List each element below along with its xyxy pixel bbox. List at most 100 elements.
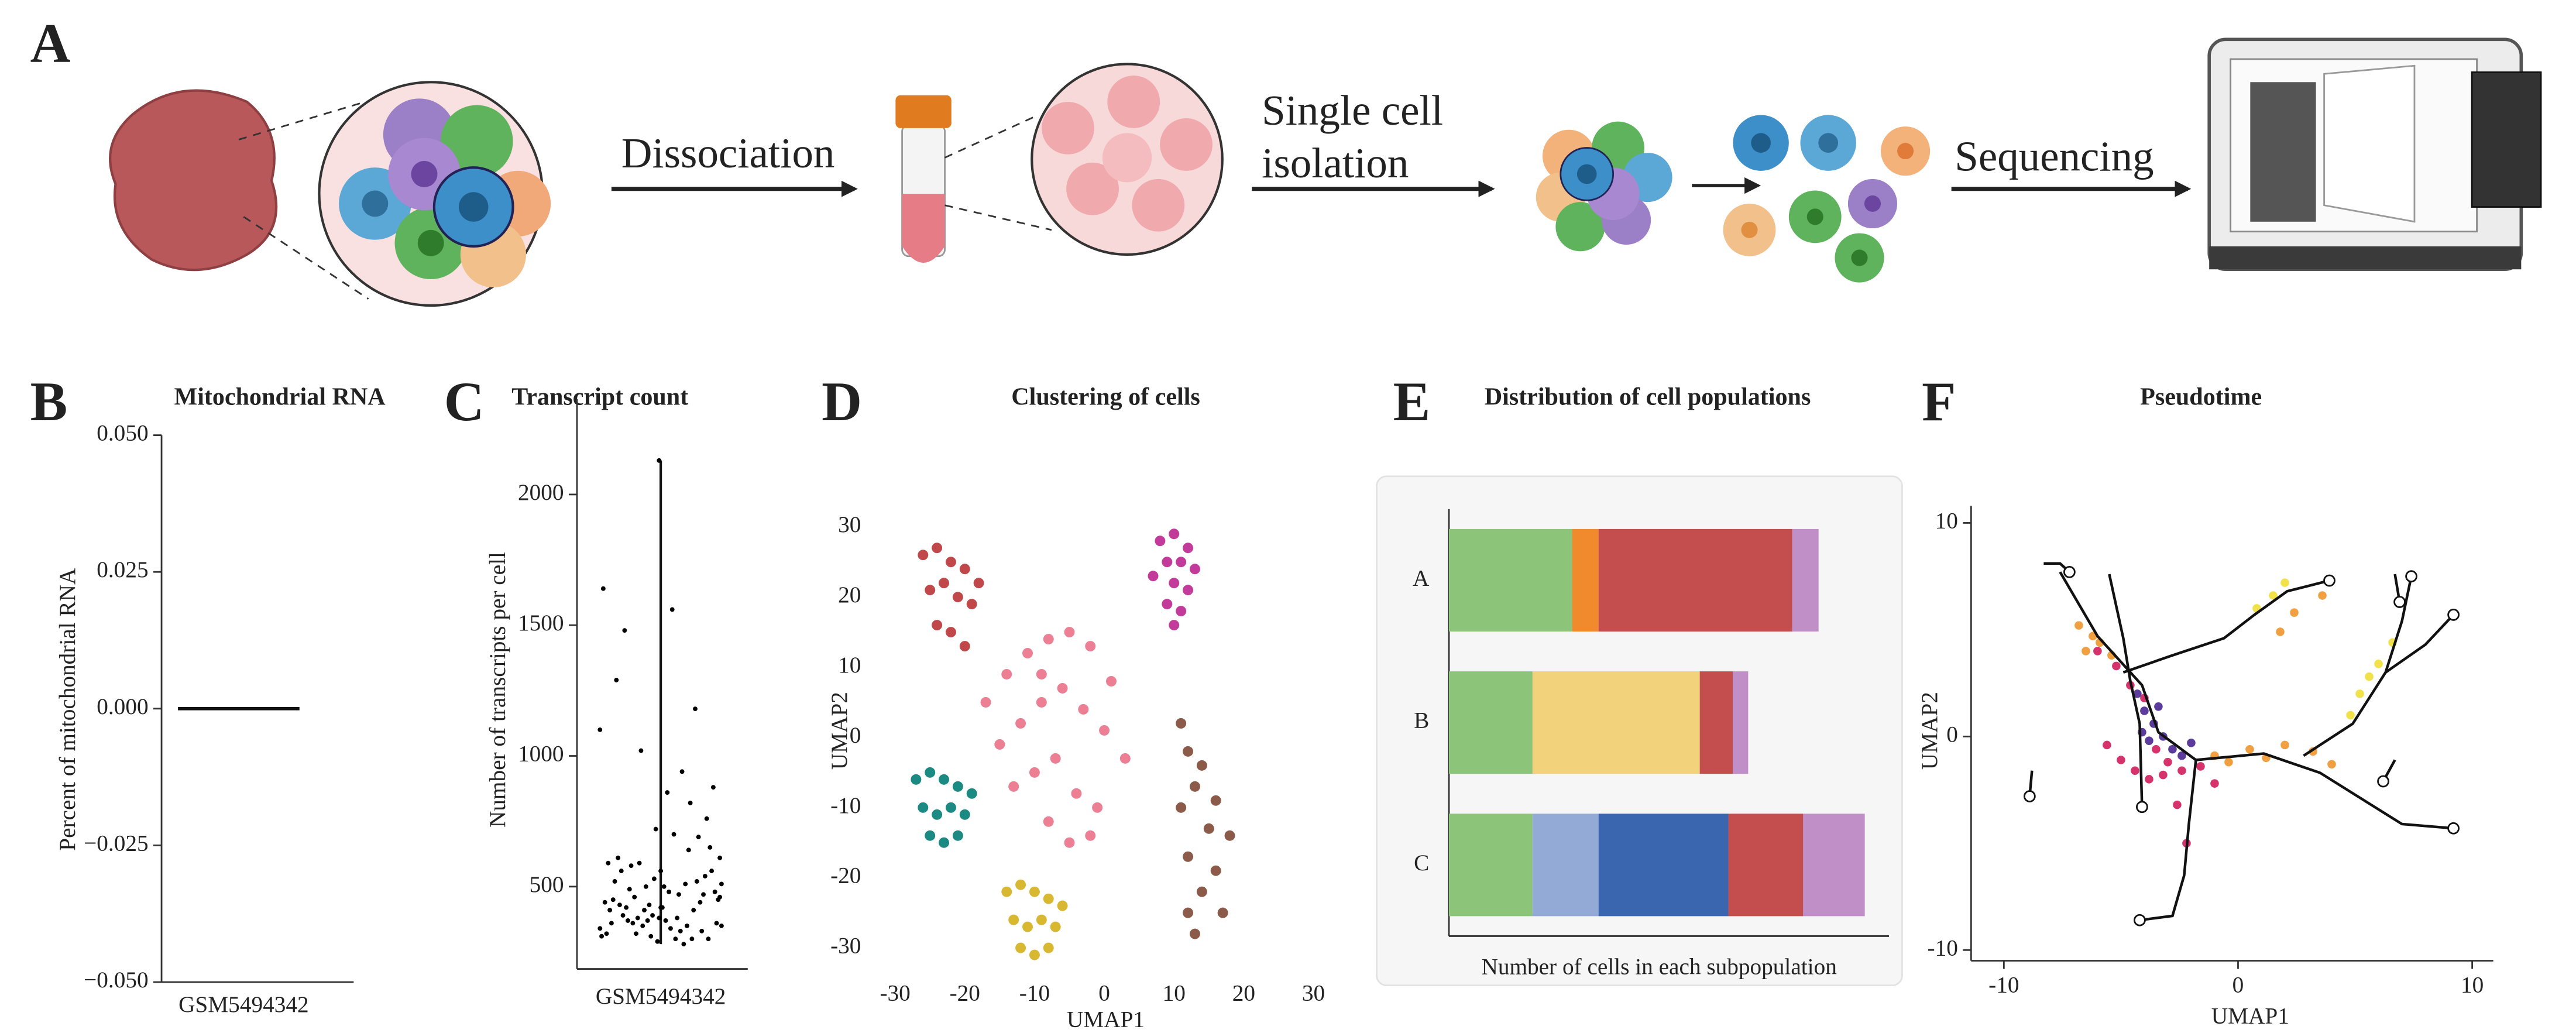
trajectory-end [2405,570,2417,583]
point [694,879,699,884]
tube-part [1160,118,1213,171]
point [717,855,723,860]
point [602,900,607,905]
bar-segment [1532,814,1599,917]
point [2133,689,2142,698]
point [1169,620,1180,631]
point [973,578,984,589]
point [707,845,713,850]
point [939,837,950,848]
point [640,923,645,928]
point [710,785,716,790]
panel-e: E Distribution of cell populations Number … [1376,370,1903,987]
point [609,921,614,926]
y-axis-label: Number of transcripts per cell [485,552,510,828]
trajectory-end [2136,801,2148,814]
chart-title: Clustering of cells [1011,383,1200,411]
point [1183,543,1194,554]
point [1036,669,1047,679]
x-tick-label: 0 [1098,980,1110,1005]
tube-part [1102,133,1152,183]
point [661,884,667,889]
point [1162,557,1173,568]
bar-segment [1803,814,1865,917]
y-tick-label: 500 [530,872,564,897]
point [2269,591,2278,600]
tissue-part [458,192,489,222]
tissue [109,81,551,307]
x-tick-label: -30 [880,980,910,1005]
point [1196,886,1207,897]
panel-f: F Pseudotime UMAP2 UMAP1 -10 0 10 -10 0 10 [1917,370,2493,1029]
point [704,816,709,821]
tube-part [902,194,945,263]
point [1001,886,1012,897]
point [688,801,693,805]
point [1148,571,1159,582]
point [2112,661,2121,671]
bar-segment [1792,528,1819,632]
cells [1536,115,1931,283]
point [667,889,672,894]
point [635,915,640,921]
bar-segment [1598,814,1729,917]
panel-letter: B [30,370,68,433]
point [685,923,689,928]
trajectory-end [2377,775,2389,788]
point [693,706,698,712]
point [624,905,629,910]
point [2082,647,2090,656]
point [612,879,617,884]
point [945,627,956,638]
point [630,921,636,926]
point [966,788,977,799]
point [2177,751,2186,760]
point [932,809,943,820]
point [668,926,673,931]
point [966,599,977,610]
tube-part [895,95,952,128]
point [658,869,664,873]
point [1008,914,1019,925]
point [2196,762,2205,771]
step-label: Single cell [1262,87,1443,134]
point [610,897,616,902]
point [671,832,676,837]
trajectory [2122,579,2330,674]
point [2210,779,2219,788]
cells-part [1806,208,1823,225]
tissue-part [362,190,389,217]
point [2318,591,2327,600]
y-axis-label: UMAP2 [1917,692,1942,770]
point [1015,879,1026,890]
point [681,942,686,947]
point [1176,802,1187,813]
point [2145,775,2153,784]
point [2224,757,2233,767]
point [1189,564,1200,575]
bar-segment [1598,528,1792,632]
y-tick-label: -30 [830,934,861,959]
y-tick-label: B [1414,708,1429,733]
point [1183,907,1194,918]
point [597,926,603,931]
point [604,931,609,936]
point [712,889,717,894]
y-tick-label: 1000 [518,742,564,767]
point [717,894,723,900]
bar-segment [1733,671,1749,774]
y-tick-label: −0.050 [84,967,148,993]
point [2159,770,2168,780]
point [1029,767,1040,778]
y-tick-label: 0.025 [97,557,148,582]
point [637,860,642,866]
x-axis-label: UMAP1 [2211,1004,2289,1029]
point [1043,942,1054,953]
y-tick-label: 1500 [518,610,564,636]
cells-part [1897,143,1914,160]
point [657,915,662,921]
point [1169,578,1180,589]
point [925,830,936,841]
point [709,869,715,873]
